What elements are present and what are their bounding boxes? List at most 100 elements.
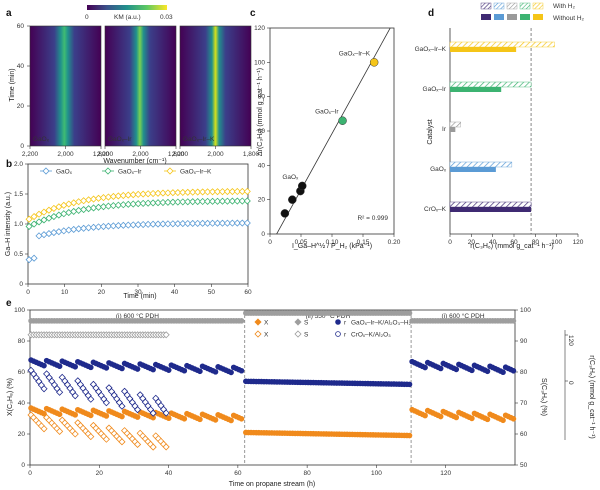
data-point <box>233 197 241 205</box>
data-point <box>124 200 132 208</box>
heatmap-map-label: GaOₓ–Ir <box>108 136 132 143</box>
data-point <box>134 440 142 449</box>
data-point <box>179 188 187 196</box>
data-point <box>228 187 236 196</box>
category-label: GaOₓ–Ir <box>423 86 447 93</box>
data-point <box>144 190 152 198</box>
panel-b-ytick-label: 0 <box>19 281 23 288</box>
panel-label-d: d <box>428 8 434 19</box>
data-point <box>213 197 222 205</box>
data-point <box>129 221 137 229</box>
panel-e-rtick-label: 60 <box>520 431 528 438</box>
data-point <box>154 199 162 207</box>
data-point <box>134 366 141 372</box>
data-point <box>71 430 79 438</box>
data-point <box>45 206 53 214</box>
data-point <box>159 198 167 207</box>
data-point <box>72 364 79 370</box>
colorbar-tick-min: 0 <box>85 14 89 21</box>
data-point <box>45 230 53 238</box>
data-point <box>338 116 347 125</box>
panel-a-xlabel: Wavenumber (cm⁻¹) <box>103 158 166 165</box>
data-point <box>85 205 93 213</box>
panel-c-ytick-label: 80 <box>258 94 266 101</box>
data-point <box>243 187 251 195</box>
category-label: CrOₓ–K <box>424 206 447 213</box>
panel-a-ytick-label: 0 <box>20 143 24 150</box>
r2-label: R² = 0.999 <box>357 215 388 222</box>
category-label: GaOₓ <box>430 166 447 173</box>
legend-marker <box>294 318 302 326</box>
panel-a-xtick-label: 1,800 <box>93 151 110 158</box>
panel-c-xtick-label: 0.10 <box>326 239 339 246</box>
bar-with-h2 <box>449 41 555 48</box>
data-point <box>213 188 222 196</box>
data-point <box>484 416 491 423</box>
data-point <box>104 222 112 230</box>
panel-b-xlabel: Time (min) <box>123 293 156 300</box>
panel-e-xtick-label: 60 <box>234 470 242 477</box>
data-point <box>154 189 162 197</box>
data-point <box>35 232 43 240</box>
data-point <box>150 366 156 373</box>
data-point <box>72 412 79 418</box>
data-point <box>45 214 53 222</box>
data-point <box>238 197 246 205</box>
data-point <box>194 219 202 227</box>
data-point <box>174 188 182 197</box>
point-label: GaOₓ <box>282 174 299 181</box>
panel-c-ytick-label: 0 <box>261 231 265 238</box>
colorbar <box>87 5 167 10</box>
data-point <box>103 365 110 371</box>
data-point <box>184 188 192 196</box>
regime-label: (i) 600 °C PDH <box>442 312 485 320</box>
data-point <box>233 187 241 196</box>
legend-label: GaOₓ–Ir–K <box>180 169 212 176</box>
data-point <box>119 413 125 420</box>
data-point <box>124 221 132 229</box>
data-point <box>102 399 110 407</box>
panel-c-xtick-label: 0.15 <box>357 239 370 246</box>
data-point <box>30 254 38 262</box>
panel-d-xlabel: r(C₃H₆) (mmol g_cat⁻¹ h⁻¹) <box>470 243 553 250</box>
data-point <box>233 219 241 227</box>
panel-e-rtick-label: 80 <box>520 369 528 376</box>
category-label: Ir <box>442 126 447 133</box>
data-point <box>129 200 137 208</box>
data-point <box>297 181 307 191</box>
legend-marker <box>104 167 112 175</box>
panel-a-ytick-label: 60 <box>17 23 25 30</box>
data-point <box>65 208 73 217</box>
data-point <box>55 228 63 236</box>
data-point <box>119 201 127 209</box>
data-point <box>208 219 217 227</box>
data-point <box>60 210 68 218</box>
data-point <box>197 368 203 375</box>
panel-e-rtick-label: 100 <box>520 307 531 314</box>
legend-label: GaOₓ–Ir–K/Al₂O₃–H₂ <box>351 320 412 327</box>
panel-b-ytick-label: 0.5 <box>14 251 23 258</box>
data-point <box>437 365 444 372</box>
data-point <box>35 218 43 226</box>
data-point <box>25 215 33 223</box>
data-point <box>280 209 290 218</box>
data-point <box>228 417 234 424</box>
data-point <box>179 198 187 206</box>
data-point <box>204 219 212 227</box>
panel-c-xtick-label: 0.20 <box>388 239 401 246</box>
data-point <box>164 198 172 206</box>
data-point <box>208 188 217 196</box>
data-point <box>30 220 38 228</box>
data-point <box>134 200 142 208</box>
bar-with-h2 <box>449 121 461 128</box>
data-point <box>129 191 137 199</box>
panel-e-ytick-label: 80 <box>18 338 26 345</box>
data-point <box>179 220 187 228</box>
data-point <box>109 222 117 230</box>
data-point <box>238 415 245 422</box>
panel-e-xtick-label: 20 <box>96 470 104 477</box>
panel-c-ytick-label: 60 <box>258 128 266 135</box>
panel-a-xtick-label: 2,000 <box>132 151 149 158</box>
legend-symbol: X <box>264 332 269 339</box>
data-point <box>174 198 182 206</box>
